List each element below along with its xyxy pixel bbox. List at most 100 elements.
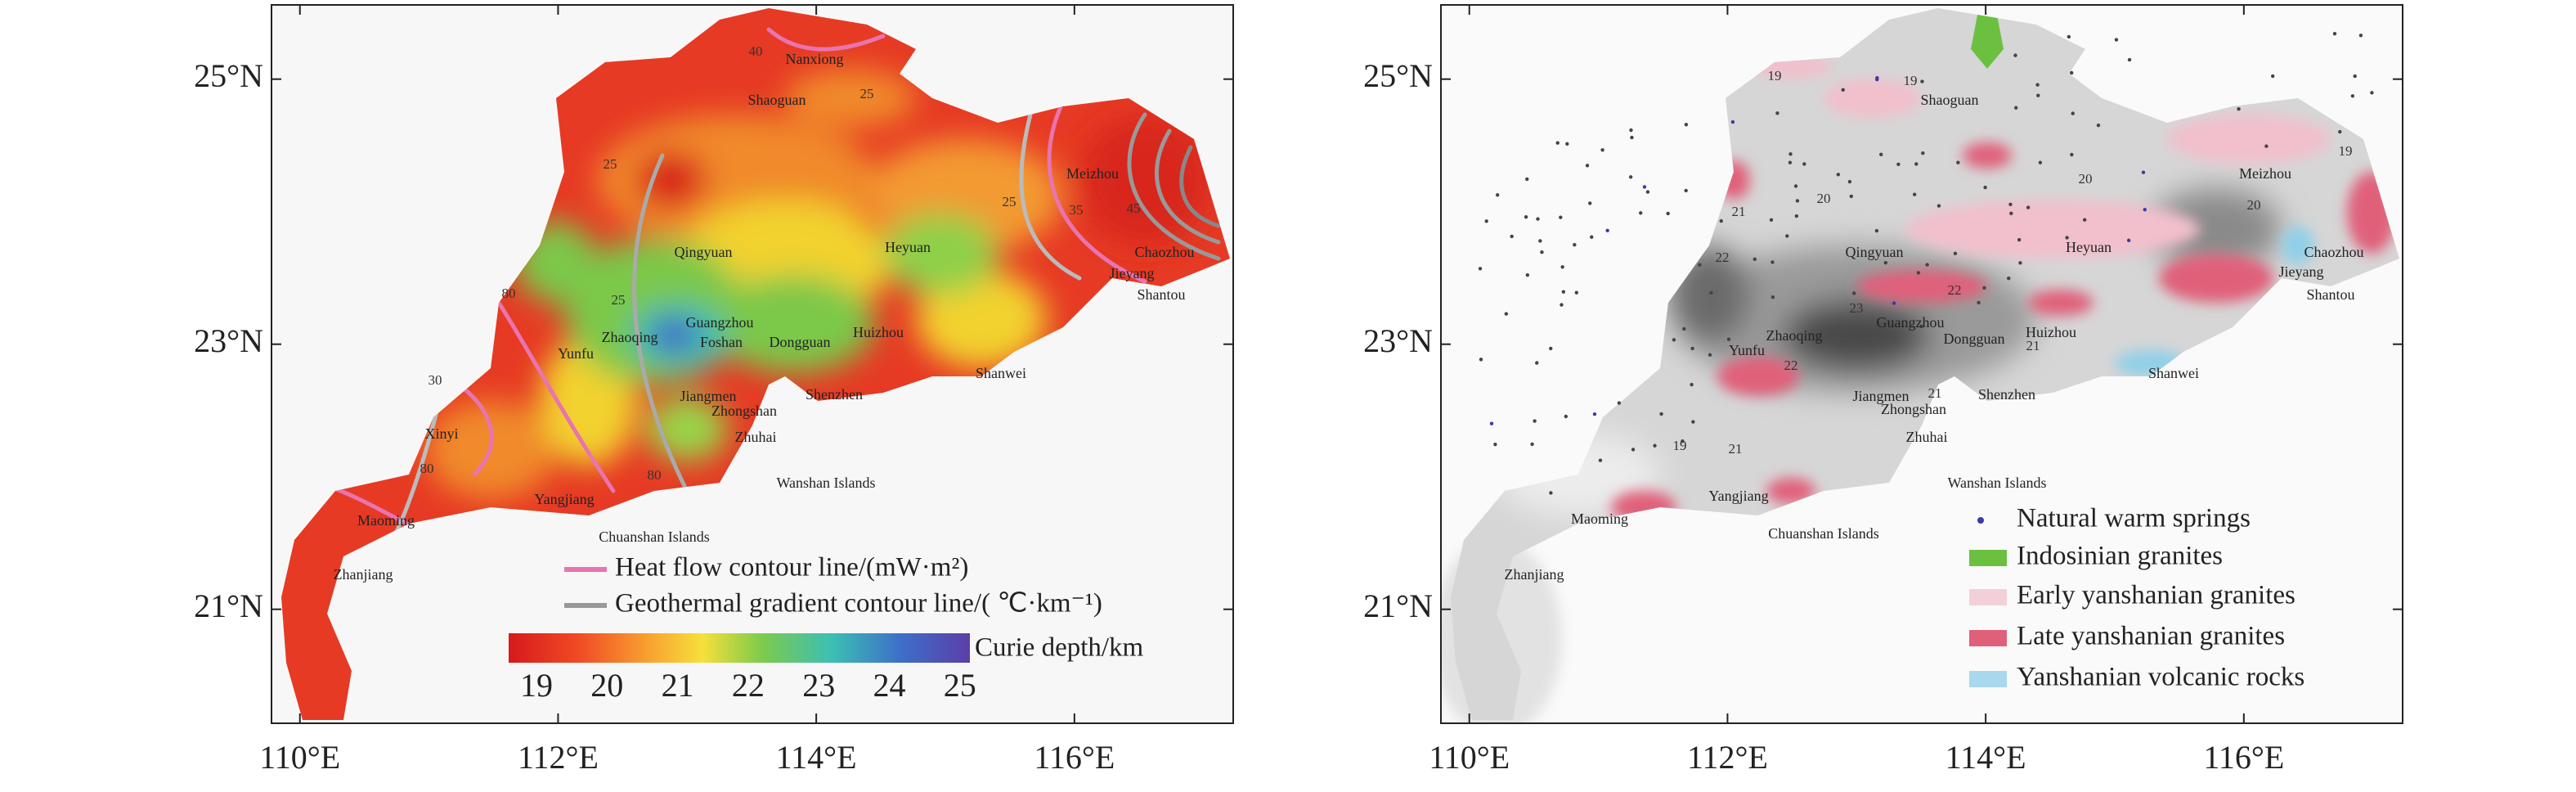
warm-spring bbox=[1841, 88, 1845, 92]
warm-spring bbox=[2350, 94, 2355, 98]
contour-label: 19 bbox=[1673, 438, 1687, 453]
warm-spring bbox=[1794, 214, 1799, 218]
contour-label: 21 bbox=[2026, 338, 2040, 353]
warm-spring bbox=[2270, 74, 2275, 79]
contour-label: 22 bbox=[1716, 250, 1730, 265]
warm-spring bbox=[1690, 346, 1694, 351]
warm-spring bbox=[1912, 192, 1917, 196]
city-label: Yunfu bbox=[1729, 342, 1765, 358]
colorbar-tick-label: 23 bbox=[802, 667, 835, 704]
warm-spring bbox=[1629, 128, 1633, 133]
colorbar-tick-label: 20 bbox=[590, 667, 623, 704]
y-tick-label: 23°N bbox=[194, 322, 263, 359]
warm-spring bbox=[1588, 201, 1592, 205]
city-label: Foshan bbox=[700, 334, 743, 350]
city-label: Qingyuan bbox=[675, 244, 733, 260]
city-label: Zhanjiang bbox=[334, 566, 393, 583]
legend-swatch bbox=[1969, 589, 2007, 605]
warm-spring bbox=[1849, 194, 1854, 199]
city-label: Meizhou bbox=[2239, 165, 2291, 182]
warm-spring bbox=[1525, 177, 1529, 182]
warm-spring bbox=[1769, 218, 1774, 222]
warm-spring bbox=[1682, 326, 1686, 331]
city-label: Chuanshan Islands bbox=[1768, 525, 1878, 542]
legend-swatch bbox=[1977, 517, 1984, 524]
y-tick-label: 21°N bbox=[1363, 587, 1433, 624]
warm-spring bbox=[2018, 261, 2022, 265]
contour-label: 19 bbox=[2339, 143, 2353, 159]
warm-spring bbox=[2096, 123, 2101, 128]
warm-spring bbox=[1489, 421, 1494, 425]
x-tick-label: 112°E bbox=[518, 739, 599, 776]
warm-spring bbox=[2358, 34, 2363, 38]
warm-spring bbox=[1916, 271, 1921, 275]
legend-label: Yanshanian volcanic rocks bbox=[2017, 663, 2304, 692]
warm-spring bbox=[2143, 207, 2147, 212]
warm-spring bbox=[1561, 290, 1566, 294]
city-label: Qingyuan bbox=[1846, 244, 1904, 260]
warm-spring bbox=[1536, 217, 1540, 221]
city-label: Chuanshan Islands bbox=[599, 529, 709, 545]
warm-spring bbox=[2035, 83, 2040, 87]
city-label: Huizhou bbox=[853, 324, 904, 340]
city-label: Huizhou bbox=[2026, 324, 2076, 340]
legend-label: Natural warm springs bbox=[2017, 504, 2251, 533]
warm-spring bbox=[2013, 53, 2017, 57]
contour-label: 21 bbox=[1732, 204, 1746, 219]
x-tick-label: 110°E bbox=[1429, 739, 1510, 776]
warm-spring bbox=[1684, 188, 1688, 193]
warm-spring bbox=[2353, 74, 2357, 79]
contour-label: 19 bbox=[1768, 68, 1782, 83]
warm-spring bbox=[1698, 263, 1702, 267]
contour-label: 25 bbox=[860, 86, 874, 101]
city-label: Wanshan Islands bbox=[776, 475, 875, 491]
warm-spring bbox=[1574, 290, 1579, 295]
frame bbox=[271, 4, 1234, 724]
warm-spring bbox=[1690, 382, 1694, 387]
warm-spring bbox=[1535, 361, 1539, 365]
city-label: Dongguan bbox=[770, 334, 831, 350]
warm-spring bbox=[2082, 218, 2087, 222]
city-label: Guangzhou bbox=[1877, 314, 1945, 331]
warm-spring bbox=[1977, 300, 1981, 305]
warm-spring bbox=[1785, 234, 1789, 238]
city-label: Shantou bbox=[2306, 286, 2354, 303]
warm-spring bbox=[1983, 185, 1987, 190]
contour-label: 20 bbox=[1817, 191, 1831, 206]
warm-spring bbox=[1914, 162, 1919, 166]
warm-spring bbox=[1847, 179, 1852, 184]
warm-spring bbox=[1605, 228, 1609, 232]
warm-spring bbox=[1919, 324, 1923, 329]
city-label: Shanwei bbox=[2148, 365, 2199, 381]
warm-spring bbox=[1585, 164, 1590, 168]
legend-label: Early yanshanian granites bbox=[2017, 581, 2296, 610]
legend-swatch bbox=[1969, 671, 2007, 687]
y-tick-label: 23°N bbox=[1363, 322, 1433, 359]
warm-spring bbox=[2070, 152, 2074, 157]
warm-spring bbox=[1510, 234, 1514, 239]
warm-spring bbox=[1681, 439, 1685, 443]
legend-label: Late yanshanian granites bbox=[2017, 622, 2285, 651]
warm-spring bbox=[1524, 214, 1528, 219]
colorbar bbox=[509, 633, 970, 663]
warm-spring bbox=[1852, 291, 1856, 295]
city-label: Zhaoqing bbox=[1766, 327, 1823, 344]
warm-spring bbox=[1598, 458, 1603, 462]
warm-spring bbox=[1493, 442, 1497, 447]
contour-label: 35 bbox=[1070, 202, 1084, 218]
colorbar-tick-label: 24 bbox=[873, 667, 906, 704]
warm-spring bbox=[1982, 286, 1986, 290]
warm-spring bbox=[1953, 251, 1958, 255]
warm-spring bbox=[1639, 211, 1643, 215]
warm-spring bbox=[1533, 419, 1537, 423]
warm-spring bbox=[1726, 337, 1731, 341]
city-label: Nanxiong bbox=[786, 51, 844, 67]
warm-spring bbox=[1560, 303, 1564, 307]
warm-spring bbox=[2009, 211, 2013, 216]
warm-spring bbox=[2126, 238, 2131, 243]
warm-spring bbox=[2038, 160, 2043, 164]
contour-label: 23 bbox=[1850, 300, 1864, 316]
y-tick-label: 21°N bbox=[194, 587, 263, 624]
warm-spring bbox=[1630, 135, 1634, 140]
